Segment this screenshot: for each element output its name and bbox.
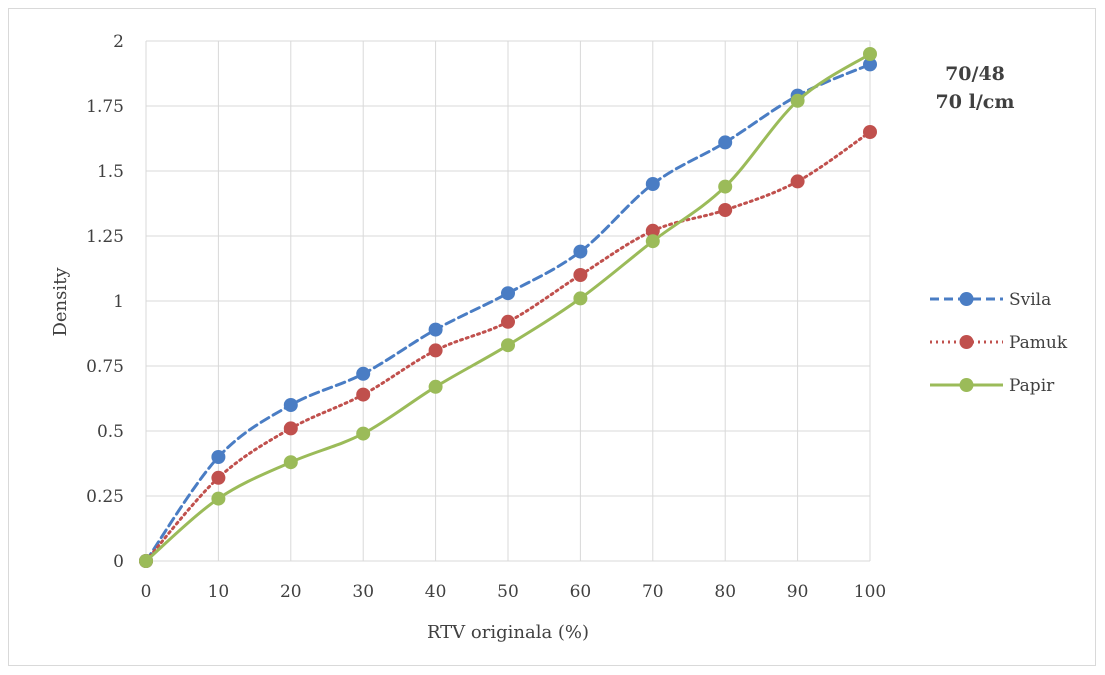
data-point-papir <box>283 455 298 470</box>
legend-item-pamuk: Pamuk <box>930 333 1068 353</box>
data-point-papir <box>139 554 153 568</box>
y-tick-label: 0.25 <box>86 487 124 507</box>
series-papir <box>139 47 877 568</box>
data-point-pamuk <box>211 470 226 485</box>
data-point-svila <box>645 177 660 191</box>
data-point-papir <box>501 338 515 353</box>
data-point-svila <box>863 57 877 72</box>
series-lines <box>139 47 877 568</box>
data-point-pamuk <box>428 343 443 358</box>
legend-label-pamuk: Pamuk <box>1009 333 1068 353</box>
legend-item-papir: Papir <box>930 376 1055 396</box>
x-tick-label: 10 <box>208 582 230 602</box>
data-point-papir <box>790 93 805 108</box>
data-point-svila <box>356 366 371 381</box>
grid <box>145 40 871 562</box>
data-point-svila <box>573 244 588 259</box>
data-point-papir <box>718 179 733 194</box>
data-point-papir <box>645 234 660 249</box>
x-axis-ticks: 0 10 20 30 40 50 60 70 80 90 100 <box>141 582 887 602</box>
legend-item-svila: Svila <box>930 290 1051 310</box>
legend-marker-pamuk <box>959 335 974 349</box>
y-tick-label: 0.5 <box>97 422 124 442</box>
y-axis-ticks: 0 0.25 0.5 0.75 1 1.25 1.5 1.75 2 <box>86 32 124 572</box>
y-tick-label: 0 <box>113 552 124 572</box>
x-tick-label: 30 <box>352 582 374 602</box>
x-tick-label: 80 <box>714 582 736 602</box>
legend-label-svila: Svila <box>1009 290 1051 310</box>
data-point-papir <box>863 47 877 61</box>
data-point-pamuk <box>718 203 733 217</box>
data-point-pamuk <box>863 125 877 139</box>
data-point-svila <box>718 135 733 150</box>
data-point-papir <box>211 491 226 506</box>
data-point-pamuk <box>283 421 298 436</box>
y-tick-label: 2 <box>113 32 124 52</box>
x-tick-label: 40 <box>425 582 447 602</box>
data-point-svila <box>283 398 298 412</box>
chart-frame <box>8 8 1096 666</box>
data-point-papir <box>573 291 588 306</box>
legend: Svila Pamuk Papir <box>930 290 1068 396</box>
annotation-line-2: 70 l/cm <box>936 91 1015 113</box>
series-svila <box>139 57 877 568</box>
data-point-svila <box>211 450 226 464</box>
annotation-line-1: 70/48 <box>945 63 1005 85</box>
x-tick-label: 100 <box>854 582 886 602</box>
data-point-pamuk <box>356 387 371 402</box>
y-axis-title: Density <box>50 267 71 337</box>
data-point-svila <box>501 286 515 301</box>
x-tick-label: 0 <box>141 582 152 602</box>
y-tick-label: 1.25 <box>86 227 124 247</box>
data-point-pamuk <box>573 268 588 282</box>
data-point-pamuk <box>645 223 660 238</box>
data-point-papir <box>356 426 371 441</box>
data-point-svila <box>428 322 443 337</box>
data-point-pamuk <box>790 174 805 189</box>
x-tick-label: 50 <box>497 582 519 602</box>
data-point-papir <box>428 379 443 394</box>
y-tick-label: 1 <box>113 292 124 312</box>
y-tick-label: 1.5 <box>97 162 124 182</box>
x-tick-label: 90 <box>787 582 809 602</box>
x-tick-label: 70 <box>642 582 664 602</box>
legend-marker-svila <box>959 292 974 306</box>
y-tick-label: 1.75 <box>86 97 124 117</box>
x-tick-label: 60 <box>570 582 592 602</box>
legend-label-papir: Papir <box>1009 376 1055 396</box>
legend-marker-papir <box>959 378 974 392</box>
x-tick-label: 20 <box>280 582 302 602</box>
y-tick-label: 0.75 <box>86 357 124 377</box>
x-axis-title: RTV originala (%) <box>427 622 589 643</box>
data-point-pamuk <box>501 314 515 329</box>
